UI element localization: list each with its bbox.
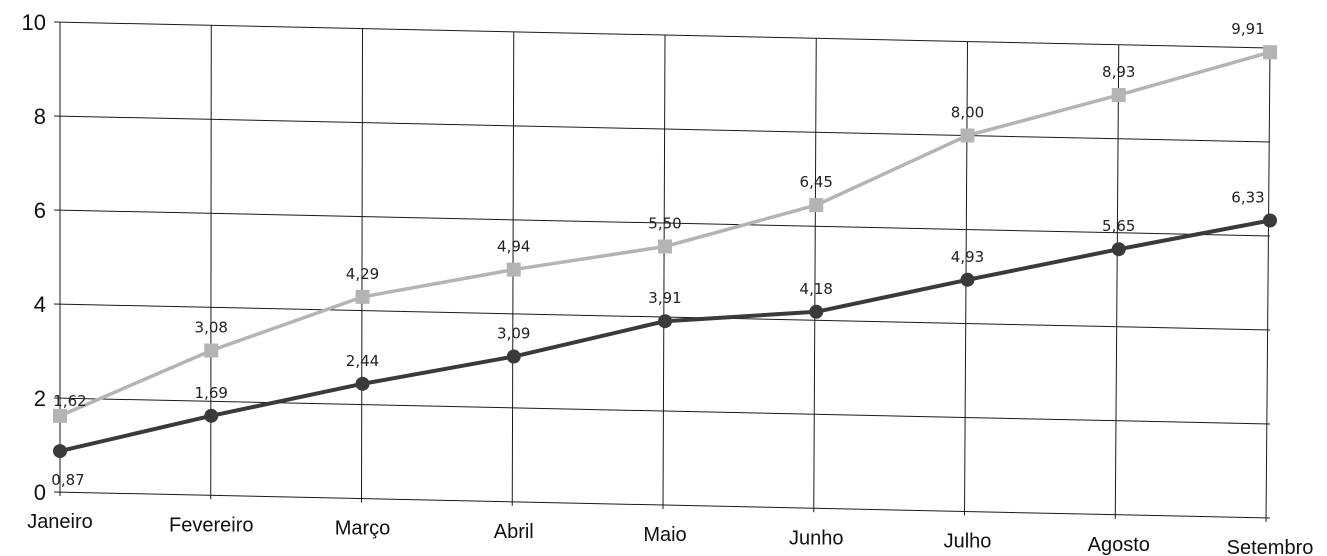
x-tick-label: Agosto <box>1088 534 1150 556</box>
data-label: 1,69 <box>195 384 228 402</box>
data-label: 6,33 <box>1231 188 1264 206</box>
x-tick-label: Fevereiro <box>169 514 253 536</box>
data-label: 9,91 <box>1231 20 1264 38</box>
gridline-y-0 <box>53 491 1271 519</box>
x-tick-label: Junho <box>789 527 844 549</box>
x-tick-label: Abril <box>494 521 534 543</box>
y-tick-label: 8 <box>34 104 46 129</box>
data-point <box>809 198 824 213</box>
data-label: 2,44 <box>346 352 379 370</box>
y-tick-label: 6 <box>34 198 46 223</box>
gridline-x-2 <box>361 28 363 503</box>
y-tick-label: 4 <box>34 292 46 317</box>
data-label: 1,62 <box>53 392 86 410</box>
gridline-x-1 <box>210 25 212 500</box>
data-point <box>506 262 521 277</box>
grid <box>53 21 1271 523</box>
gridline-x-7 <box>1114 44 1120 519</box>
data-label: 3,91 <box>648 289 681 307</box>
data-point <box>506 349 521 364</box>
data-label: 0,87 <box>51 471 84 489</box>
x-axis: Janeiro Fevereiro Março Abril Maio Junho Julho… <box>27 511 1313 556</box>
gridline-x-8 <box>1265 47 1271 523</box>
data-label: 3,08 <box>195 318 228 336</box>
x-tick-label: Julho <box>944 531 992 553</box>
x-tick-label: Setembro <box>1227 537 1314 556</box>
y-axis: 0 2 4 6 8 10 <box>22 10 46 505</box>
x-tick-label: Maio <box>643 524 686 546</box>
data-point <box>355 289 370 304</box>
data-label: 4,18 <box>800 280 833 298</box>
data-label: 4,94 <box>497 238 530 256</box>
gridline-y-10 <box>53 21 1271 49</box>
x-tick-label: Janeiro <box>27 511 93 533</box>
data-point <box>53 444 67 459</box>
y-tick-label: 10 <box>22 10 46 35</box>
data-label: 3,09 <box>497 325 530 343</box>
data-label: 4,29 <box>346 265 379 283</box>
data-point <box>658 239 672 254</box>
data-point <box>809 304 824 319</box>
data-label: 5,65 <box>1102 217 1135 235</box>
series-group: 1,62 3,08 4,29 4,94 5,50 6,45 8,00 8,93 9,91 0,87… <box>51 20 1277 489</box>
data-point <box>960 272 975 287</box>
data-point <box>1263 45 1277 60</box>
gridline-y-6 <box>53 209 1271 237</box>
y-tick-label: 2 <box>34 386 46 411</box>
data-point <box>658 314 672 329</box>
data-label: 5,50 <box>648 215 681 233</box>
data-label: 8,00 <box>951 104 984 122</box>
data-point <box>355 376 370 391</box>
data-label: 6,45 <box>800 173 833 191</box>
data-point <box>1111 88 1126 103</box>
gridline-x-5 <box>813 38 817 513</box>
series-0: 1,62 3,08 4,29 4,94 5,50 6,45 8,00 8,93 9,91 <box>53 20 1277 423</box>
series-line <box>59 218 1271 454</box>
data-label: 8,93 <box>1102 63 1135 81</box>
data-label: 4,93 <box>951 248 984 266</box>
data-point <box>53 408 67 423</box>
data-point <box>1263 213 1277 228</box>
data-point <box>204 343 219 358</box>
gridline-y-8 <box>53 115 1271 143</box>
gridline-y-2 <box>53 397 1271 425</box>
data-point <box>204 408 219 423</box>
x-tick-label: Março <box>335 518 391 540</box>
data-point <box>960 128 975 143</box>
series-1: 0,87 1,69 2,44 3,09 3,91 4,18 4,93 5,65 6,33 <box>51 188 1277 489</box>
data-point <box>1111 242 1126 257</box>
gridline-x-4 <box>662 34 666 510</box>
y-tick-label: 0 <box>34 480 46 505</box>
